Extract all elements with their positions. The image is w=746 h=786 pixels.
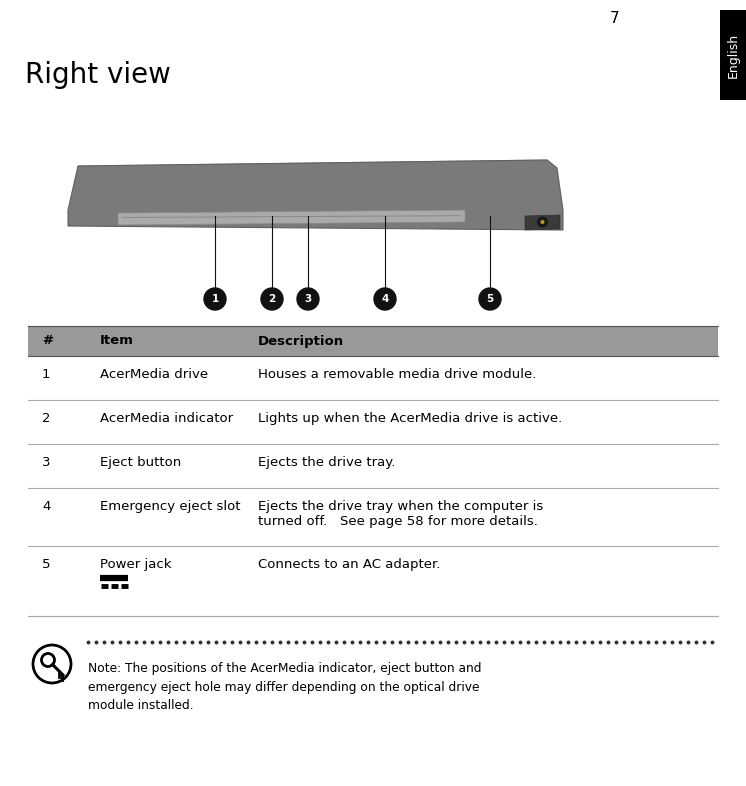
- Text: Houses a removable media drive module.: Houses a removable media drive module.: [258, 368, 536, 381]
- Text: Ejects the drive tray.: Ejects the drive tray.: [258, 456, 395, 469]
- Text: 5: 5: [486, 294, 494, 304]
- Text: 7: 7: [610, 11, 620, 26]
- Circle shape: [204, 288, 226, 310]
- FancyBboxPatch shape: [720, 10, 746, 100]
- Text: 1: 1: [211, 294, 219, 304]
- Circle shape: [46, 658, 51, 663]
- Text: AcerMedia drive: AcerMedia drive: [100, 368, 208, 381]
- Text: 2: 2: [42, 412, 51, 425]
- Text: Eject button: Eject button: [100, 456, 181, 469]
- Text: Connects to an AC adapter.: Connects to an AC adapter.: [258, 558, 440, 571]
- Text: Right view: Right view: [25, 61, 171, 89]
- Text: Note: The positions of the AcerMedia indicator, eject button and
emergency eject: Note: The positions of the AcerMedia ind…: [88, 662, 481, 712]
- Text: 3: 3: [304, 294, 312, 304]
- Text: 2: 2: [269, 294, 275, 304]
- Text: 5: 5: [42, 558, 51, 571]
- Polygon shape: [525, 215, 560, 230]
- Polygon shape: [68, 160, 563, 230]
- Polygon shape: [78, 160, 557, 175]
- Circle shape: [33, 645, 71, 683]
- Text: #: #: [42, 335, 53, 347]
- Text: 4: 4: [42, 500, 51, 513]
- Text: 4: 4: [381, 294, 389, 304]
- Text: Power jack: Power jack: [100, 558, 172, 571]
- Text: 1: 1: [42, 368, 51, 381]
- Text: Lights up when the AcerMedia drive is active.: Lights up when the AcerMedia drive is ac…: [258, 412, 562, 425]
- Circle shape: [479, 288, 501, 310]
- Text: Ejects the drive tray when the computer is
turned off.   See page 58 for more de: Ejects the drive tray when the computer …: [258, 500, 543, 528]
- Text: English: English: [727, 32, 739, 78]
- Circle shape: [374, 288, 396, 310]
- Circle shape: [541, 220, 545, 224]
- Text: Description: Description: [258, 335, 344, 347]
- Text: 3: 3: [42, 456, 51, 469]
- Text: AcerMedia indicator: AcerMedia indicator: [100, 412, 233, 425]
- Text: Emergency eject slot: Emergency eject slot: [100, 500, 240, 513]
- Circle shape: [297, 288, 319, 310]
- FancyBboxPatch shape: [28, 326, 718, 356]
- Polygon shape: [118, 210, 465, 225]
- Circle shape: [261, 288, 283, 310]
- Text: Item: Item: [100, 335, 134, 347]
- Circle shape: [538, 217, 548, 227]
